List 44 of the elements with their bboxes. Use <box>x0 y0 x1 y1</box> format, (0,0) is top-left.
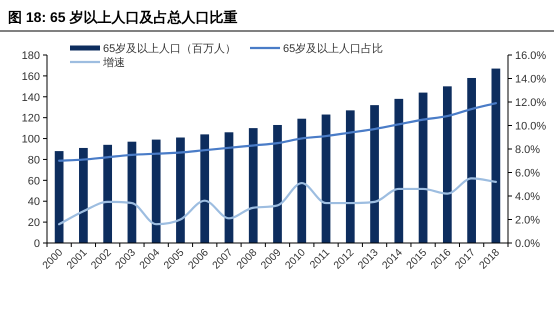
bar <box>370 105 379 243</box>
y-tick-label: 100 <box>22 134 40 146</box>
y-tick-label: 60 <box>28 175 40 188</box>
y-tick-label: 0 <box>34 238 40 250</box>
bar <box>176 138 185 243</box>
y2-tick-label: 16.0% <box>515 50 546 62</box>
y2-tick-label: 10.0% <box>515 120 546 132</box>
y-tick-label: 20 <box>28 217 40 230</box>
legend-label: 65岁及以上人口（百万人） <box>103 42 236 55</box>
legend-label: 65岁及以上人口占比 <box>283 42 384 55</box>
legend-label: 增速 <box>102 56 125 69</box>
bar <box>418 92 428 243</box>
y2-tick-label: 12.0% <box>515 97 546 109</box>
bar <box>200 134 210 243</box>
bar <box>103 144 112 243</box>
y-tick-label: 40 <box>28 196 40 208</box>
y-tick-label: 80 <box>28 154 40 166</box>
bar <box>273 124 282 243</box>
bar <box>394 98 404 243</box>
line-series <box>58 177 497 226</box>
chart-title: 图 18: 65 岁以上人口及占总人口比重 <box>8 9 238 25</box>
bar <box>128 142 136 243</box>
bar <box>442 86 452 243</box>
y-tick-label: 160 <box>22 70 40 83</box>
y2-tick-label: 2.0% <box>515 214 540 226</box>
bar <box>297 118 306 243</box>
y2-tick-label: 14.0% <box>515 74 546 86</box>
bar <box>224 132 234 243</box>
y2-tick-label: 4.0% <box>515 191 540 203</box>
bar <box>152 140 161 243</box>
bar <box>248 128 258 243</box>
y-tick-label: 140 <box>22 92 40 104</box>
bar <box>54 151 64 243</box>
y2-tick-label: 6.0% <box>515 168 540 180</box>
y2-tick-label: 0.0% <box>515 238 540 250</box>
y-tick-label: 120 <box>22 112 40 125</box>
bar <box>322 114 330 243</box>
bar <box>492 68 500 243</box>
bar <box>79 148 88 243</box>
line-series <box>58 102 497 162</box>
bar <box>467 78 476 243</box>
bar <box>346 110 355 243</box>
y-tick-label: 180 <box>22 50 40 62</box>
y2-tick-label: 8.0% <box>515 144 540 156</box>
